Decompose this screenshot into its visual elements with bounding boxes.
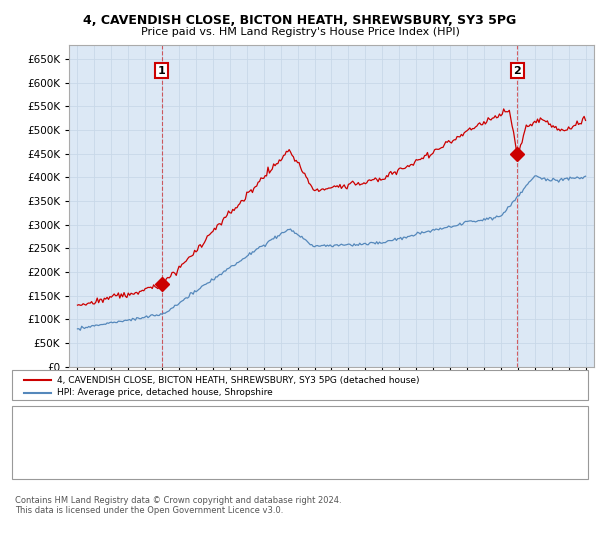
Text: 4, CAVENDISH CLOSE, BICTON HEATH, SHREWSBURY, SY3 5PG (detached house): 4, CAVENDISH CLOSE, BICTON HEATH, SHREWS…: [57, 376, 419, 385]
Text: £450,000: £450,000: [192, 454, 241, 464]
Text: Price paid vs. HM Land Registry's House Price Index (HPI): Price paid vs. HM Land Registry's House …: [140, 27, 460, 37]
Text: Contains HM Land Registry data © Crown copyright and database right 2024.
This d: Contains HM Land Registry data © Crown c…: [15, 496, 341, 515]
Text: 18-DEC-2020: 18-DEC-2020: [51, 454, 120, 464]
Text: 2: 2: [514, 66, 521, 76]
Text: 17-DEC-1999: 17-DEC-1999: [51, 421, 120, 431]
Text: 34% ↑ HPI: 34% ↑ HPI: [330, 454, 385, 464]
Text: 62% ↑ HPI: 62% ↑ HPI: [330, 421, 385, 431]
Text: £174,500: £174,500: [192, 421, 241, 431]
Text: 1: 1: [158, 66, 166, 76]
Text: 2: 2: [21, 454, 28, 464]
Text: HPI: Average price, detached house, Shropshire: HPI: Average price, detached house, Shro…: [57, 388, 273, 397]
Text: 4, CAVENDISH CLOSE, BICTON HEATH, SHREWSBURY, SY3 5PG: 4, CAVENDISH CLOSE, BICTON HEATH, SHREWS…: [83, 14, 517, 27]
Text: 1: 1: [21, 421, 28, 431]
